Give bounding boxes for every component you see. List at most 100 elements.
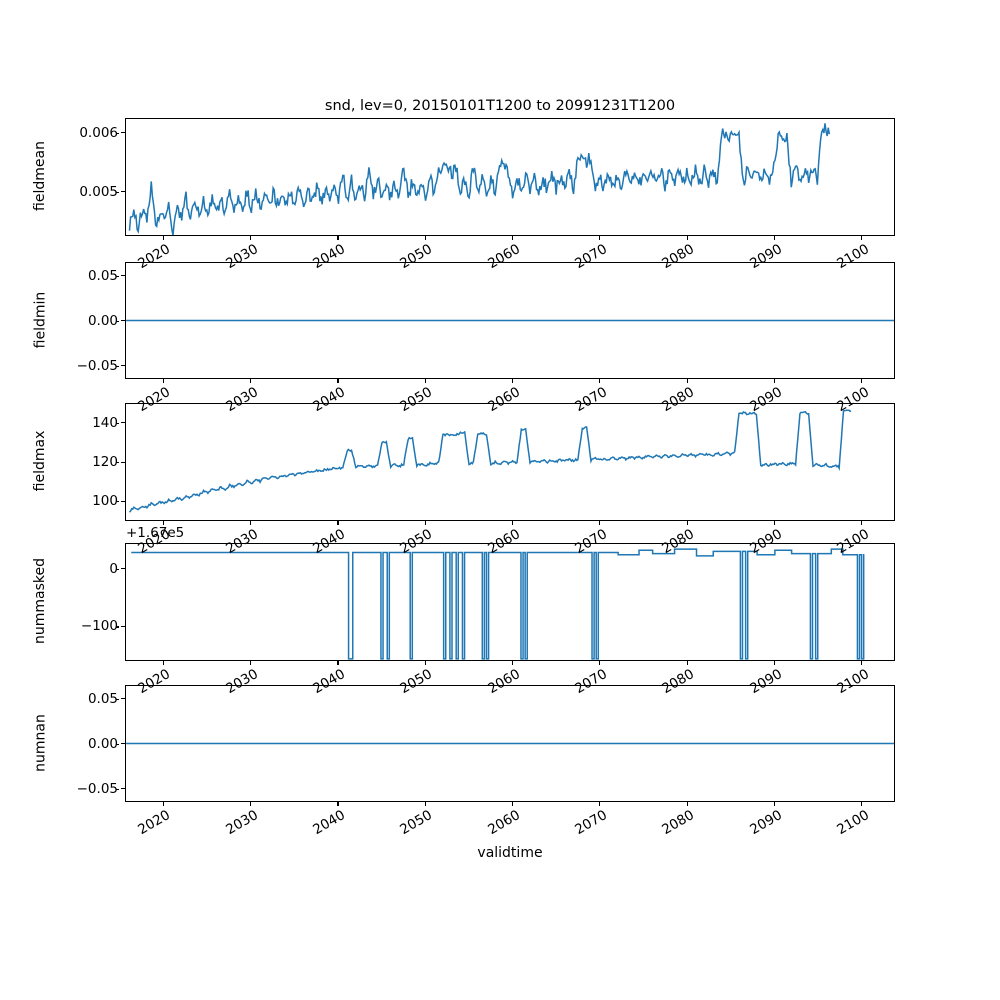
y-tick-mark <box>121 275 125 277</box>
x-tick-mark <box>337 521 339 525</box>
x-tick-mark <box>250 236 252 240</box>
x-tick-label-2050: 2050 <box>397 807 436 839</box>
x-tick-mark <box>162 236 164 240</box>
x-tick-mark <box>861 521 863 525</box>
y-tick-label-nummasked-1: 0 <box>109 560 118 577</box>
y-tick-mark <box>115 132 119 134</box>
subplot-fieldmean <box>125 118 895 236</box>
y-tick-mark <box>115 275 119 277</box>
x-tick-mark <box>250 802 252 806</box>
x-tick-mark <box>337 236 339 240</box>
x-tick-mark <box>424 379 426 383</box>
x-tick-mark <box>250 521 252 525</box>
y-tick-mark <box>115 568 119 570</box>
x-tick-mark <box>162 379 164 383</box>
x-tick-mark <box>512 802 514 806</box>
x-tick-mark <box>861 661 863 665</box>
y-tick-mark <box>121 422 125 424</box>
data-line-fieldmean <box>129 123 829 235</box>
y-tick-label-numnan-0: −0.05 <box>76 780 118 797</box>
y-tick-label-nummasked-0: −100 <box>80 618 118 635</box>
x-tick-mark <box>599 236 601 240</box>
y-tick-mark <box>115 422 119 424</box>
y-tick-label-fieldmin-2: 0.05 <box>87 267 118 284</box>
y-tick-mark <box>121 568 125 570</box>
x-tick-label-2030: 2030 <box>222 807 261 839</box>
x-tick-mark <box>424 236 426 240</box>
y-tick-mark <box>115 743 119 745</box>
y-tick-mark <box>115 626 119 628</box>
y-tick-mark <box>115 365 119 367</box>
y-tick-mark <box>115 191 119 193</box>
x-tick-label-2040: 2040 <box>310 807 349 839</box>
x-tick-label-2070: 2070 <box>572 807 610 839</box>
x-tick-mark <box>686 521 688 525</box>
y-axis-offset-text-nummasked: +1.67e5 <box>126 525 185 541</box>
x-tick-mark <box>861 379 863 383</box>
x-tick-mark <box>512 379 514 383</box>
x-tick-mark <box>599 802 601 806</box>
y-tick-label-numnan-2: 0.05 <box>87 690 118 707</box>
y-tick-mark <box>121 788 125 790</box>
y-tick-label-fieldmax-1: 120 <box>92 454 118 470</box>
x-tick-mark <box>337 379 339 383</box>
x-tick-mark <box>162 521 164 525</box>
nummasked-plot-area <box>126 544 894 660</box>
subplot-nummasked <box>125 543 895 661</box>
x-tick-mark <box>512 661 514 665</box>
y-tick-mark <box>121 320 125 322</box>
y-tick-mark <box>121 132 125 134</box>
figure-title: snd, lev=0, 20150101T1200 to 20991231T12… <box>324 98 676 114</box>
y-axis-label-nummasked: nummasked <box>32 558 48 645</box>
x-tick-mark <box>773 236 776 240</box>
x-tick-mark <box>599 379 601 383</box>
x-tick-label-2080: 2080 <box>659 807 698 839</box>
x-tick-label-2060: 2060 <box>484 807 523 839</box>
y-tick-label-fieldmax-0: 100 <box>92 493 118 510</box>
x-tick-mark <box>162 802 164 806</box>
y-axis-label-numnan: numnan <box>32 713 48 772</box>
y-tick-mark <box>121 625 125 628</box>
y-tick-mark <box>121 191 125 193</box>
x-tick-mark <box>686 379 688 383</box>
x-tick-mark <box>337 802 339 806</box>
y-tick-mark <box>121 698 125 700</box>
x-tick-mark <box>512 521 514 525</box>
y-tick-mark <box>115 788 119 790</box>
numnan-plot-area <box>126 686 894 801</box>
x-tick-mark <box>424 661 426 665</box>
x-tick-mark <box>250 379 252 383</box>
y-tick-label-fieldmin-0: −0.05 <box>76 357 118 374</box>
fieldmax-plot-area <box>126 404 894 520</box>
fieldmin-plot-area <box>126 263 894 378</box>
y-tick-label-numnan-1: 0.00 <box>87 735 118 752</box>
x-tick-mark <box>686 661 688 665</box>
x-tick-mark <box>773 521 776 525</box>
subplot-fieldmin <box>125 262 895 379</box>
y-tick-mark <box>121 365 125 367</box>
fieldmean-plot-area <box>126 119 894 235</box>
x-tick-label-2020: 2020 <box>135 807 174 839</box>
y-axis-label-fieldmax: fieldmax <box>32 430 48 492</box>
y-axis-label-fieldmean: fieldmean <box>32 141 48 211</box>
x-tick-mark <box>686 802 688 806</box>
x-tick-mark <box>773 802 776 806</box>
y-tick-mark <box>121 461 125 463</box>
y-tick-mark <box>115 462 119 464</box>
data-line-nummasked <box>131 549 864 659</box>
y-tick-mark <box>115 698 119 700</box>
x-tick-mark <box>424 802 426 806</box>
y-tick-mark <box>121 500 125 502</box>
y-tick-mark <box>115 501 119 503</box>
x-tick-mark <box>599 521 601 525</box>
x-tick-mark <box>337 661 339 665</box>
x-tick-mark <box>162 661 164 665</box>
x-tick-mark <box>686 236 688 240</box>
subplot-fieldmax <box>125 403 895 521</box>
x-tick-label-2100: 2100 <box>834 807 872 839</box>
y-tick-label-fieldmax-2: 140 <box>92 414 118 431</box>
y-tick-label-fieldmean-1: 0.006 <box>79 124 118 141</box>
x-tick-mark <box>424 521 426 525</box>
data-line-fieldmax <box>129 410 851 512</box>
x-tick-label-2090: 2090 <box>746 807 785 839</box>
